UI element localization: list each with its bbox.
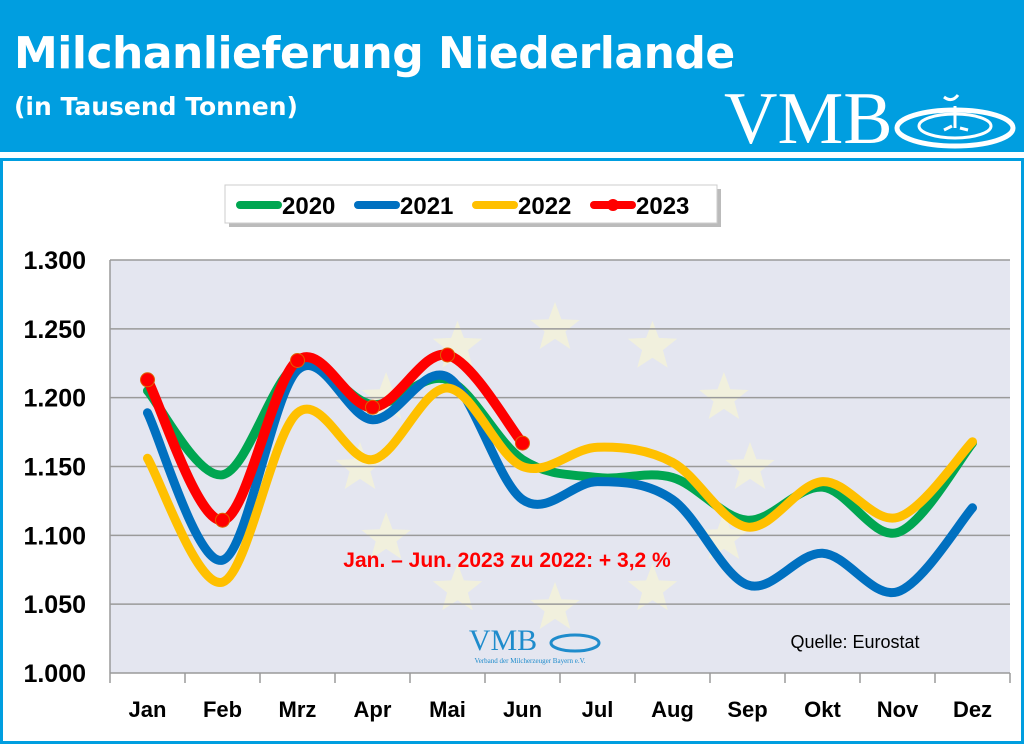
- y-tick-label: 1.100: [23, 522, 86, 550]
- eu-star-icon: [432, 563, 483, 611]
- eu-star-icon: [530, 582, 580, 629]
- page-title: Milchanlieferung Niederlande: [14, 28, 735, 79]
- eu-star-icon: [335, 442, 385, 489]
- source-label: Quelle: Eurostat: [790, 632, 919, 652]
- x-tick-label: Nov: [877, 697, 919, 722]
- data-point-2023: [215, 512, 230, 528]
- x-tick-label: Mai: [429, 697, 466, 722]
- x-tick-label: Jan: [129, 697, 167, 722]
- y-tick-label: 1.000: [23, 660, 86, 688]
- eu-star-icon: [699, 372, 749, 419]
- x-tick-label: Aug: [651, 697, 694, 722]
- data-point-2023: [365, 399, 380, 415]
- eu-star-icon: [725, 442, 775, 489]
- data-point-2023: [290, 352, 305, 368]
- annotation: Jan. – Jun. 2023 zu 2022: + 3,2 %: [343, 549, 671, 572]
- data-point-2023: [515, 435, 530, 451]
- x-tick-label: Jul: [582, 697, 614, 722]
- legend-marker-2023: [607, 199, 619, 211]
- page-subtitle: (in Tausend Tonnen): [14, 92, 298, 121]
- series-line-2022: [143, 383, 977, 587]
- eu-star-icon: [627, 563, 678, 611]
- x-tick-label: Sep: [727, 697, 767, 722]
- legend-label-2021: 2021: [400, 193, 453, 220]
- y-tick-label: 1.050: [23, 591, 86, 619]
- data-point-2023: [440, 347, 455, 363]
- watermark-swirl-icon: [549, 633, 601, 653]
- x-tick-label: Mrz: [279, 697, 317, 722]
- legend-label-2022: 2022: [518, 193, 571, 220]
- x-tick-label: Jun: [503, 697, 542, 722]
- x-tick-label: Dez: [953, 697, 992, 722]
- watermark-logo: VMB: [469, 624, 537, 657]
- eu-star-icon: [432, 320, 483, 368]
- x-tick-label: Apr: [354, 697, 392, 722]
- y-tick-label: 1.200: [23, 385, 86, 413]
- series-line-2021: [143, 361, 977, 598]
- eu-star-icon: [361, 372, 411, 419]
- x-tick-label: Feb: [203, 697, 242, 722]
- legend-label-2023: 2023: [636, 193, 689, 220]
- watermark-caption: Verband der Milcherzeuger Bayern e.V.: [474, 657, 585, 665]
- legend-label-2020: 2020: [282, 193, 335, 220]
- y-tick-label: 1.150: [23, 454, 86, 482]
- y-tick-label: 1.250: [23, 316, 86, 344]
- vmb-logo: VMB: [724, 78, 893, 160]
- eu-star-icon: [530, 302, 580, 349]
- x-tick-label: Okt: [804, 697, 841, 722]
- eu-star-icon: [627, 320, 678, 368]
- y-tick-label: 1.300: [23, 247, 86, 275]
- data-point-2023: [140, 372, 155, 388]
- legend: 2020 2021 2022 2023: [224, 184, 721, 227]
